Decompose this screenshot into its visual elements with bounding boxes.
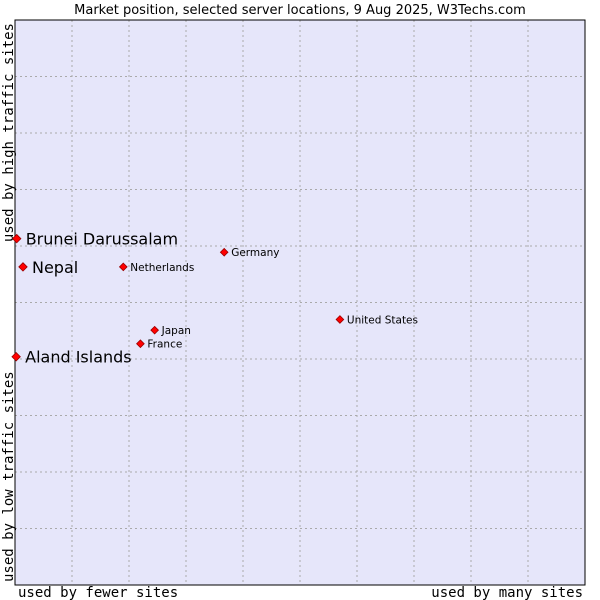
y-axis-label-top: used by high traffic sites: [1, 23, 17, 242]
point-united-states[interactable]: United States: [335, 314, 418, 326]
point-marker-aland-islands[interactable]: [11, 351, 21, 362]
point-marker-nepal[interactable]: [18, 262, 28, 272]
point-marker-brunei-darussalam[interactable]: [11, 233, 22, 244]
x-axis-label-left: used by fewer sites: [18, 585, 178, 600]
data-points: Brunei Darussalam Nepal Aland Islands Germa…: [11, 230, 418, 367]
point-brunei-darussalam[interactable]: Brunei Darussalam: [11, 230, 179, 249]
point-label-netherlands: Netherlands: [130, 262, 194, 274]
point-marker-united-states[interactable]: [335, 315, 345, 324]
point-label-germany: Germany: [231, 247, 279, 259]
point-label-brunei-darussalam: Brunei Darussalam: [26, 230, 178, 249]
point-japan[interactable]: Japan: [150, 325, 191, 337]
point-france[interactable]: France: [136, 339, 183, 351]
point-germany[interactable]: Germany: [219, 247, 279, 259]
point-label-aland-islands: Aland Islands: [25, 348, 132, 367]
point-marker-france[interactable]: [136, 339, 145, 349]
point-label-france: France: [147, 339, 182, 351]
point-label-japan: Japan: [161, 325, 191, 337]
point-label-united-states: United States: [347, 314, 418, 326]
x-axis-label-right: used by many sites: [431, 585, 583, 600]
point-netherlands[interactable]: Netherlands: [118, 262, 195, 274]
point-aland-islands[interactable]: Aland Islands: [11, 348, 132, 367]
y-axis-label-bottom: used by low traffic sites: [1, 371, 17, 582]
grid-lines: [15, 20, 585, 585]
point-marker-germany[interactable]: [219, 247, 229, 257]
point-marker-netherlands[interactable]: [118, 262, 128, 272]
plot-border: [14, 19, 586, 586]
point-label-nepal: Nepal: [32, 258, 78, 277]
chart-title: Market position, selected server locatio…: [74, 3, 526, 18]
point-nepal[interactable]: Nepal: [18, 258, 78, 277]
point-marker-japan[interactable]: [150, 325, 160, 335]
